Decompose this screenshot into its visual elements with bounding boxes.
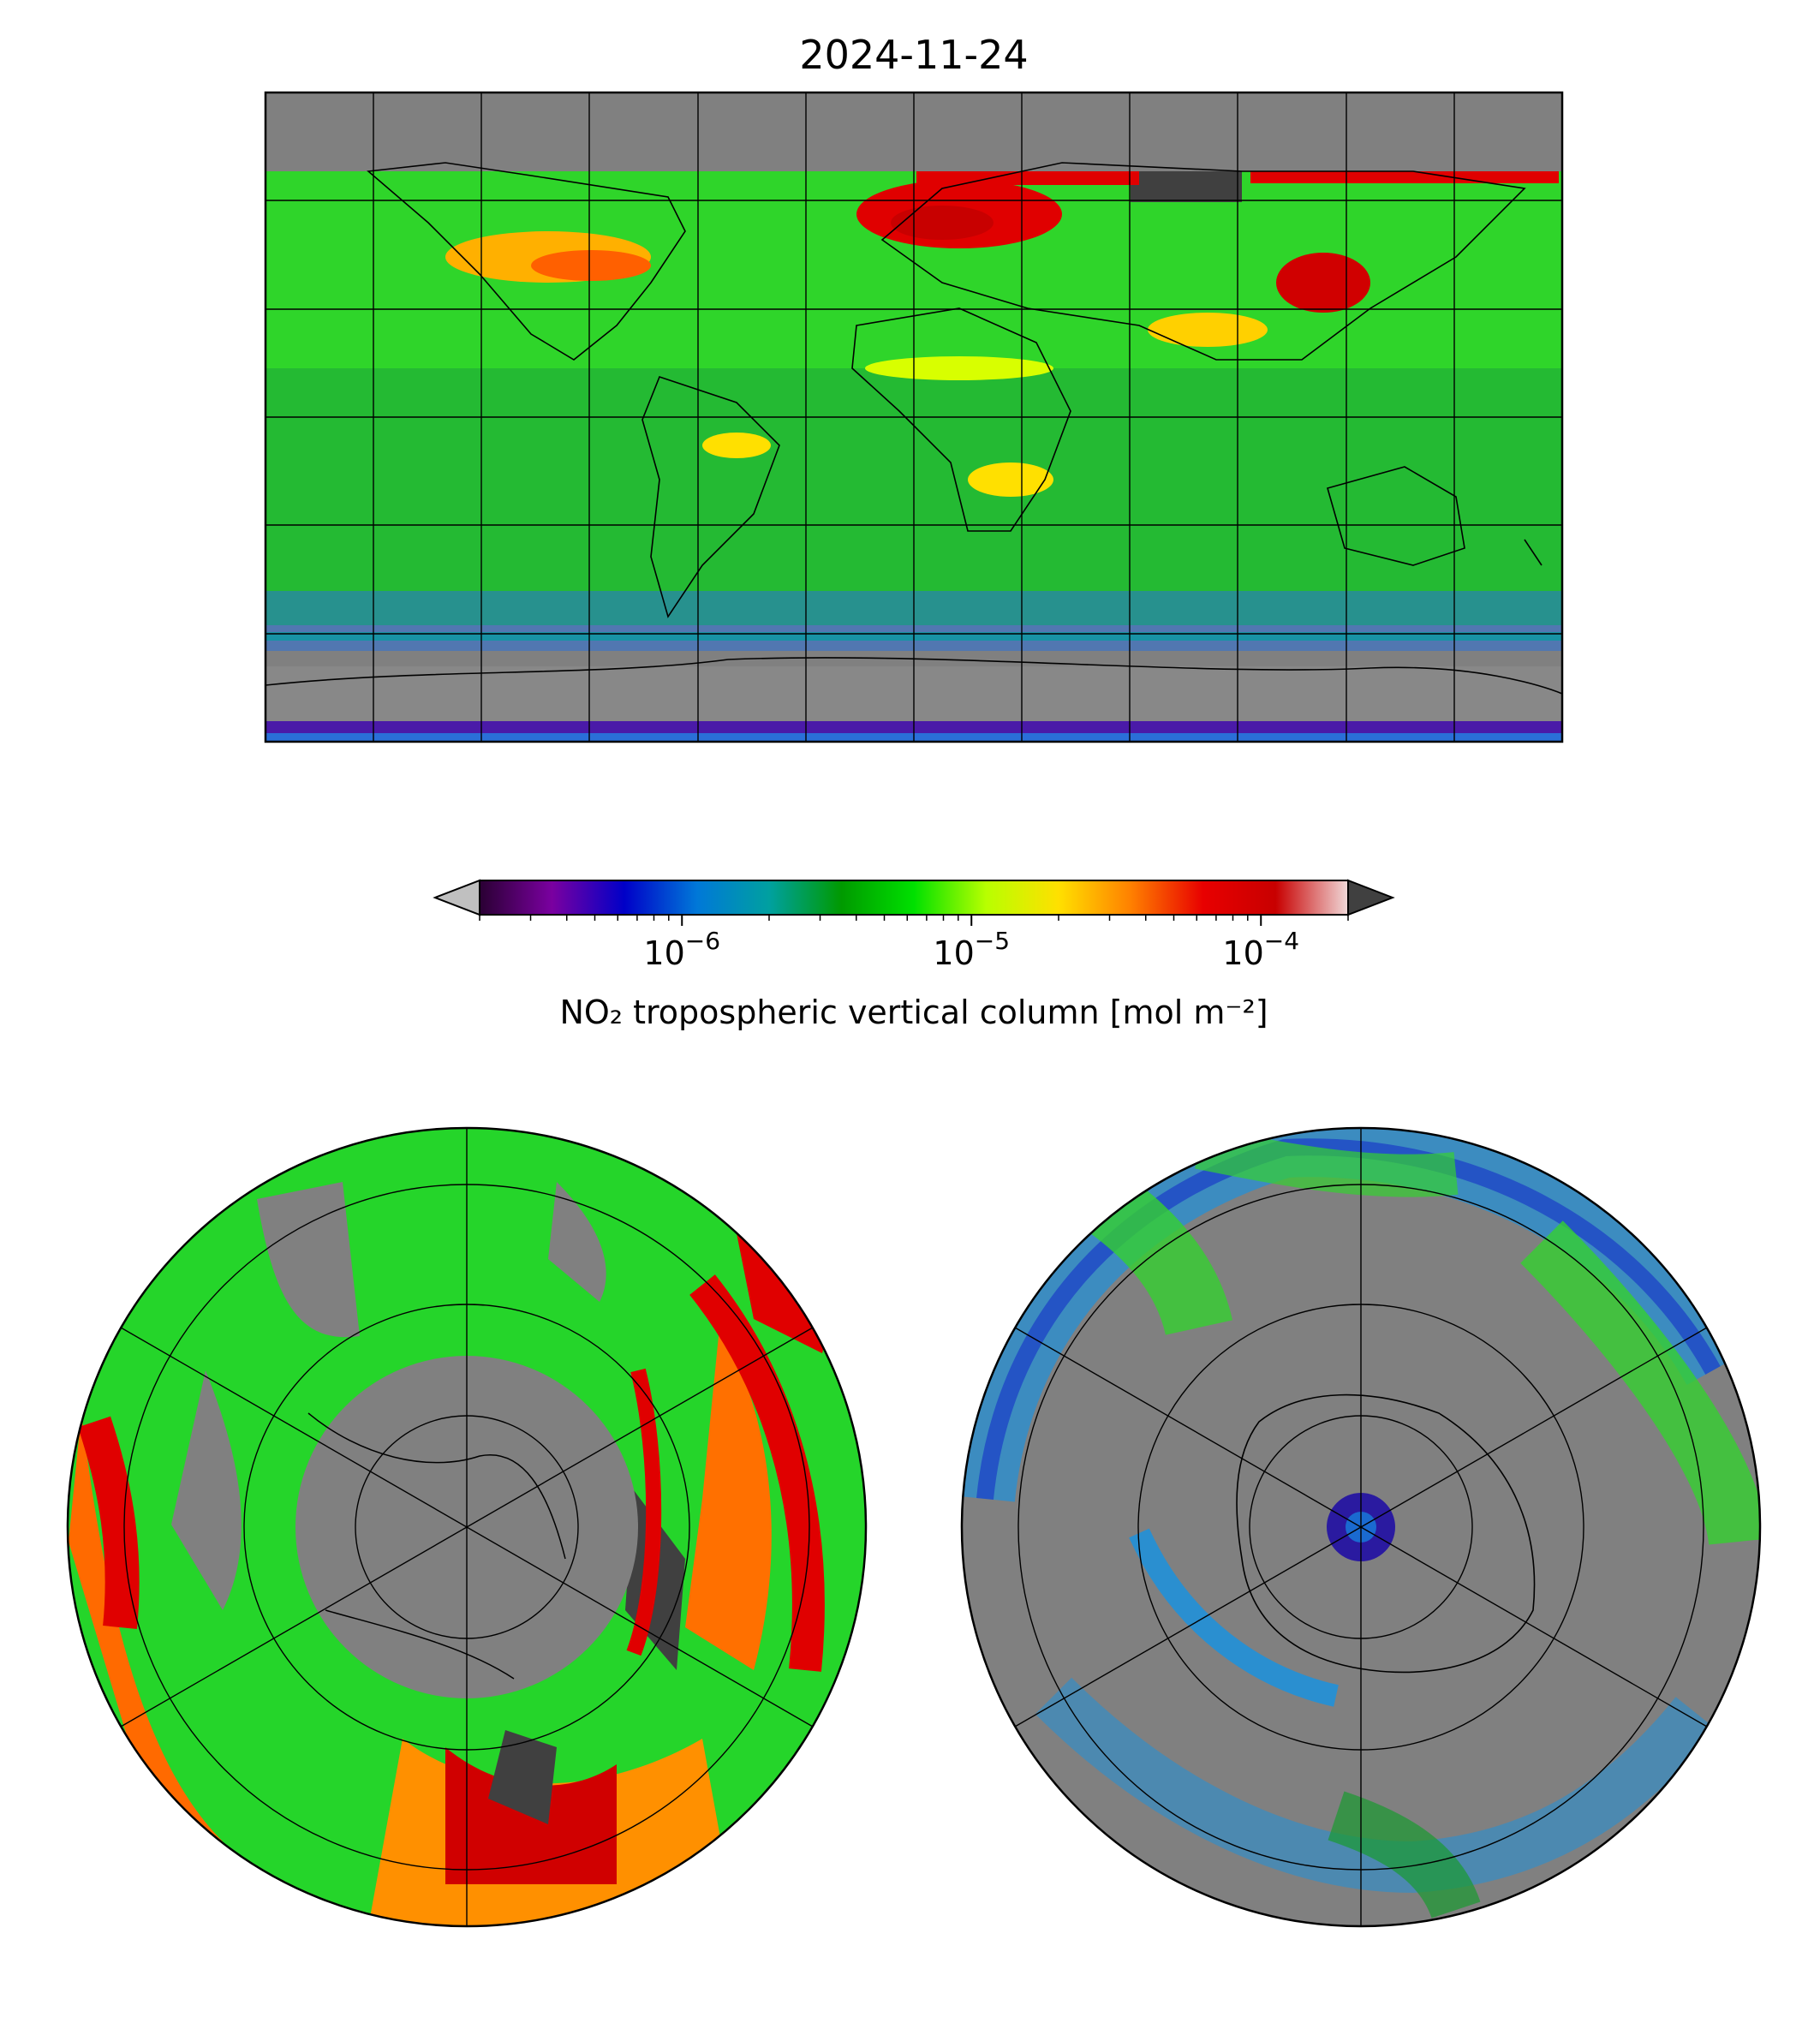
colorbar-over-extension [1347, 879, 1395, 916]
global-map-frame [264, 91, 1564, 743]
north-america-outline [367, 162, 686, 361]
north-polar-frame [66, 1126, 868, 1928]
colorbar-ticks: 10−6 10−5 10−4 [479, 915, 1349, 972]
south-polar-frame [960, 1126, 1762, 1928]
colorbar-tick-label: 10−4 [1222, 927, 1299, 972]
antarctica-polar-outline [1236, 1393, 1536, 1674]
colorbar-gradient [480, 880, 1348, 915]
global-map-gridlines [266, 92, 1562, 742]
hotspot-east-asia [1276, 253, 1370, 313]
colorbar-tick-label: 10−5 [933, 927, 1010, 972]
colorbar: 10−6 10−5 10−4 NO₂ tropospheric vertical c… [433, 879, 1395, 1031]
south-polar-gridlines [1014, 1128, 1708, 1926]
north-polar-gridlines [120, 1128, 814, 1926]
colorbar-tick-label: 10−6 [643, 927, 720, 972]
south-america-outline [641, 376, 780, 618]
eurasia-outline [880, 162, 1526, 361]
australia-outline [1327, 466, 1465, 566]
colorbar-under-extension [433, 879, 480, 916]
colorbar-label: NO₂ tropospheric vertical column [mol m⁻… [559, 994, 1268, 1031]
africa-outline [851, 307, 1071, 532]
figure-title: 2024-11-24 [799, 32, 1028, 78]
antarctica-outline [266, 657, 1562, 695]
